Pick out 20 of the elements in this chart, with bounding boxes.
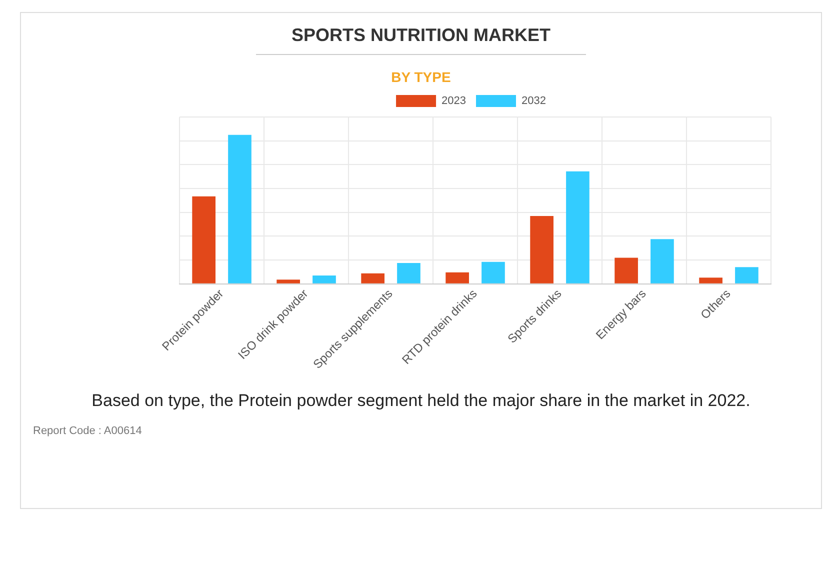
- chart-title: SPORTS NUTRITION MARKET: [256, 25, 586, 55]
- bar: [650, 239, 674, 284]
- text: Report Code : A00614: [33, 425, 143, 437]
- bar: [735, 267, 758, 284]
- legend-label: 2023: [442, 95, 466, 108]
- bar: [530, 216, 554, 284]
- bar: [228, 134, 252, 284]
- text: Based on type, the Protein powder segment held the major share in the market in 2022.: [90, 391, 752, 411]
- bar: [699, 278, 722, 284]
- bar: [566, 171, 590, 284]
- bar: [482, 262, 505, 284]
- bar: [614, 258, 638, 284]
- bar: [446, 272, 469, 284]
- bar: [192, 196, 216, 284]
- legend-label: 2032: [522, 95, 546, 108]
- bar: [397, 262, 420, 284]
- chart-subtitle: BY TYPE: [390, 69, 452, 85]
- bar: [312, 275, 336, 284]
- bar: [361, 273, 384, 284]
- bar: [276, 280, 300, 284]
